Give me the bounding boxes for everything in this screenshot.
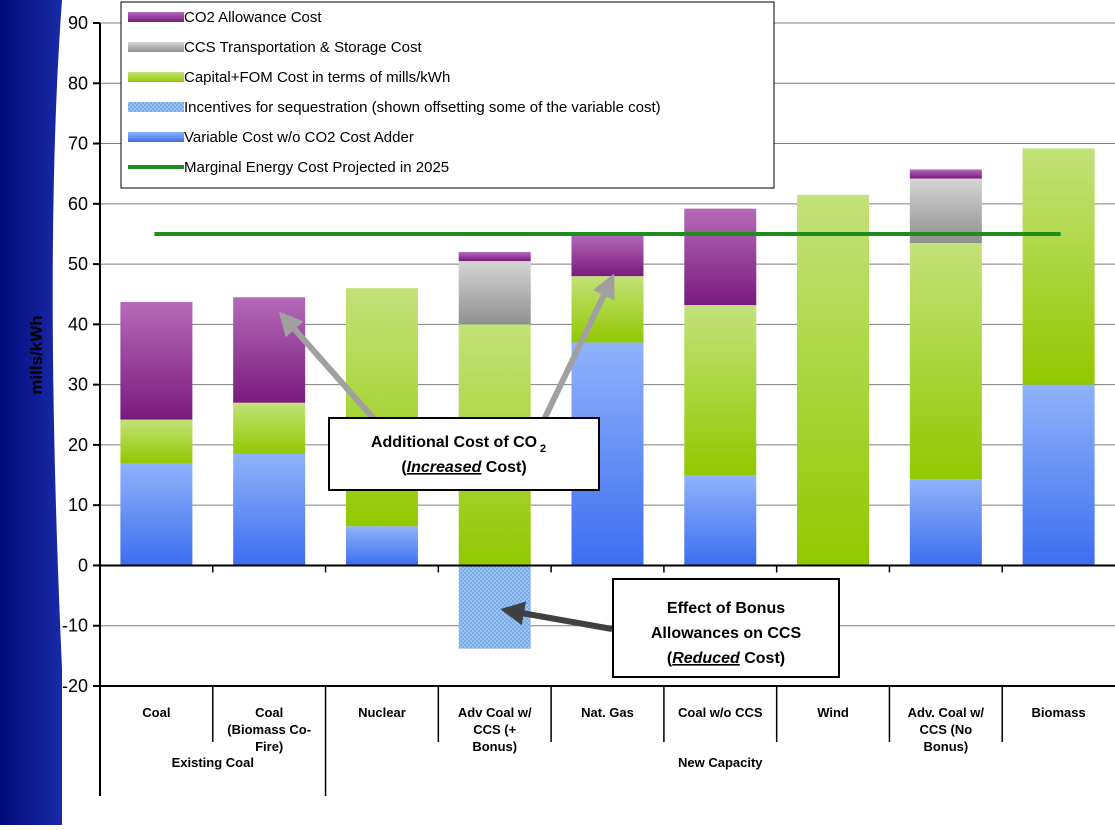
bar-segment xyxy=(1022,384,1095,566)
y-tick-labels: -20 -10 0 10 20 30 40 50 60 70 80 90 xyxy=(62,13,88,696)
category-labels: Coal Coal (Biomass Co- Fire) Nuclear Adv Coal… xyxy=(142,705,1085,770)
legend-swatch xyxy=(128,42,184,52)
category-label: Adv. Coal w/ xyxy=(908,705,985,720)
category-label: Wind xyxy=(817,705,849,720)
bar-segment xyxy=(120,462,193,566)
category-label: Biomass xyxy=(1032,705,1086,720)
y-axis-title: mills/kWh xyxy=(27,315,46,394)
category-label: Nat. Gas xyxy=(581,705,634,720)
category-label: Bonus) xyxy=(923,739,968,754)
bar-segment xyxy=(458,565,531,649)
legend-label: Incentives for sequestration (shown offs… xyxy=(184,99,661,116)
group-label: Existing Coal xyxy=(172,755,254,770)
y-tick-label: 40 xyxy=(68,314,88,334)
legend-label: CCS Transportation & Storage Cost xyxy=(184,39,422,56)
category-label: Coal xyxy=(255,705,283,720)
legend-label: Variable Cost w/o CO2 Cost Adder xyxy=(184,129,414,146)
y-tick-label: 0 xyxy=(78,555,88,575)
legend-label: CO2 Allowance Cost xyxy=(184,9,322,26)
y-tick-label: 10 xyxy=(68,495,88,515)
callout-line: (Reduced Cost) xyxy=(667,650,785,667)
arrow-to-incentive xyxy=(500,601,613,632)
callout-line: Additional Cost of CO xyxy=(371,434,537,451)
bar-segment xyxy=(233,402,306,454)
side-band xyxy=(0,0,70,825)
category-label: Adv Coal w/ xyxy=(458,705,532,720)
callout-box-increased xyxy=(328,417,600,491)
y-tick-label: 30 xyxy=(68,375,88,395)
bar-segment xyxy=(684,305,757,476)
y-tick-label: 70 xyxy=(68,134,88,154)
bar-segment xyxy=(120,302,193,420)
bar-segment xyxy=(909,242,982,480)
y-tick-label: 80 xyxy=(68,73,88,93)
callout-line: Allowances on CCS xyxy=(651,625,802,642)
group-label: New Capacity xyxy=(678,755,763,770)
y-tick-label: -10 xyxy=(62,616,88,636)
bar-segment xyxy=(458,252,531,262)
arrow-to-coal-biomass xyxy=(278,311,385,430)
legend-label: Marginal Energy Cost Projected in 2025 xyxy=(184,159,449,176)
bar-segment xyxy=(233,297,306,403)
y-tick-label: 60 xyxy=(68,194,88,214)
legend-box xyxy=(120,1,775,189)
arrow-to-nat-gas xyxy=(537,273,615,430)
bar-segment xyxy=(684,475,757,566)
legend-swatch xyxy=(128,72,184,82)
legend-swatch xyxy=(128,102,184,112)
category-label: Nuclear xyxy=(358,705,406,720)
y-tick-label: 20 xyxy=(68,435,88,455)
legend: CO2 Allowance Cost CCS Transportation & S… xyxy=(120,1,775,189)
bar-segment xyxy=(909,479,982,566)
bar-segment xyxy=(571,233,644,277)
y-tick-label: 90 xyxy=(68,13,88,33)
category-label: Coal xyxy=(142,705,170,720)
category-label: CCS (+ xyxy=(473,722,516,737)
category-label: Fire) xyxy=(255,739,283,754)
legend-swatch xyxy=(128,12,184,22)
y-tick-label: -20 xyxy=(62,676,88,696)
bar-segment xyxy=(684,208,757,306)
legend-swatch xyxy=(128,132,184,142)
callout-line: (Increased Cost) xyxy=(401,459,526,476)
bar-segment xyxy=(797,194,870,566)
callouts: Additional Cost of CO 2 (Increased Cost) Ef… xyxy=(278,273,840,678)
bar-segment xyxy=(909,169,982,179)
category-label: (Biomass Co- xyxy=(227,722,311,737)
callout-subscript: 2 xyxy=(540,443,546,455)
bar-segment xyxy=(120,419,193,463)
y-tick-label: 50 xyxy=(68,254,88,274)
callout-box-reduced xyxy=(612,578,840,678)
category-label: Bonus) xyxy=(472,739,517,754)
bar-segment xyxy=(233,453,306,566)
axes xyxy=(93,22,1115,796)
callout-line: Effect of Bonus xyxy=(667,600,785,617)
legend-label: Capital+FOM Cost in terms of mills/kWh xyxy=(184,69,450,86)
bar-segment xyxy=(1022,148,1095,385)
bar-segment xyxy=(458,261,531,325)
category-label: CCS (No xyxy=(919,722,972,737)
category-label: Coal w/o CCS xyxy=(678,705,763,720)
bar-segment xyxy=(345,526,418,566)
